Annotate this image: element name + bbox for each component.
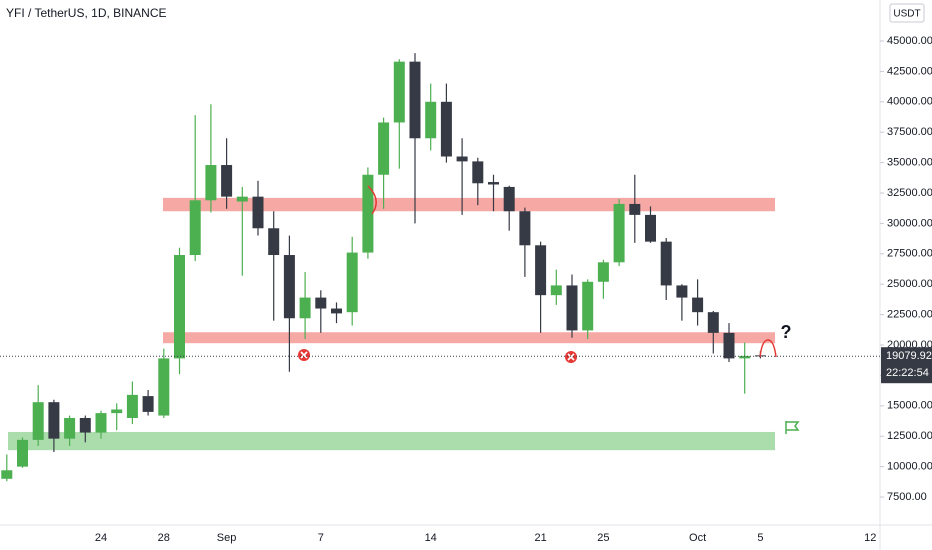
candle-body (221, 165, 233, 197)
candle-body (315, 297, 327, 309)
currency-label: USDT (893, 9, 920, 20)
candle-body (79, 417, 91, 433)
arc-annotation (759, 339, 777, 358)
candle-body (550, 285, 562, 296)
y-tick-label: 27500.00 (887, 248, 932, 260)
candle-body (456, 156, 468, 162)
x-tick-label: 14 (425, 532, 437, 544)
candles (1, 53, 766, 482)
candle-body (440, 101, 452, 157)
candle-body (676, 285, 688, 298)
candle-body (597, 262, 609, 282)
x-tick-label: 28 (158, 532, 170, 544)
candle-body (268, 228, 280, 256)
y-tick-label: 35000.00 (887, 157, 932, 169)
candle-body (299, 297, 311, 319)
candle-body (252, 196, 264, 229)
flag-icon (785, 421, 800, 434)
candle-body (32, 402, 44, 440)
y-tick-label: 12500.00 (887, 430, 932, 442)
candle-body (723, 332, 735, 359)
candle-body (393, 61, 405, 123)
y-tick-label: 25000.00 (887, 278, 932, 290)
candle-body (472, 161, 484, 184)
y-tick-label: 10000.00 (887, 461, 932, 473)
y-tick-label: 22500.00 (887, 309, 932, 321)
x-tick-label: 7 (318, 532, 324, 544)
candle-body (236, 196, 248, 202)
candle-body (174, 255, 185, 359)
candle-body (189, 200, 201, 256)
candle-body (48, 402, 60, 439)
y-tick-label: 7500.00 (887, 491, 927, 503)
candle-body (535, 245, 547, 296)
candle-body (95, 413, 107, 433)
candle-body (362, 174, 374, 253)
x-tick-label: 5 (757, 532, 763, 544)
candle-body (660, 241, 672, 286)
candle-body (1, 470, 13, 479)
candle-body (645, 214, 656, 242)
candle-body (142, 396, 154, 412)
y-tick-label: 40000.00 (887, 96, 932, 108)
y-tick-label: 30000.00 (887, 217, 932, 229)
x-tick-label: 25 (597, 532, 609, 544)
x-tick-label: Sep (217, 532, 237, 544)
zones (8, 197, 775, 451)
candle-body (283, 255, 295, 319)
x-tick-label: 12 (864, 532, 876, 544)
y-tick-label: 37500.00 (887, 126, 932, 138)
candle-body (17, 439, 28, 467)
x-tick-label: Oct (689, 532, 706, 544)
x-marker (298, 349, 310, 361)
y-tick-label: 45000.00 (887, 35, 932, 47)
candle-body (158, 358, 170, 416)
x-tick-label: 24 (95, 532, 107, 544)
last-price-box (881, 347, 932, 384)
zone (163, 332, 775, 344)
currency-badge (889, 3, 925, 23)
candle-body (425, 101, 437, 139)
candle-body (346, 252, 358, 313)
candle-body (613, 203, 625, 263)
candle-body (111, 409, 123, 414)
candle-body (629, 203, 641, 215)
y-tick-label: 42500.00 (887, 65, 932, 77)
candle-body (64, 417, 76, 439)
countdown-label: 22:22:54 (886, 367, 929, 379)
candle-body (582, 281, 594, 331)
candle-body (205, 165, 217, 201)
candle-body (692, 297, 704, 313)
annotation: ? (781, 322, 792, 342)
y-tick-label: 15000.00 (887, 400, 932, 412)
candle-body (566, 285, 578, 331)
arc-annotation (367, 185, 377, 215)
candle-body (331, 308, 342, 314)
candle-body (378, 122, 390, 175)
x-tick-label: 21 (534, 532, 546, 544)
last-price-label: 19079.92 (886, 350, 932, 362)
candle-body (409, 61, 421, 139)
candle-body (707, 312, 719, 333)
chart-title: YFI / TetherUS, 1D, BINANCE (6, 6, 167, 20)
candle-body (126, 394, 138, 418)
candle-body (488, 182, 499, 185)
candle-body (519, 211, 531, 246)
candle-body (739, 355, 751, 359)
x-marker (565, 351, 577, 363)
candle-body (503, 186, 515, 212)
y-tick-label: 32500.00 (887, 187, 932, 199)
zone (8, 431, 775, 451)
